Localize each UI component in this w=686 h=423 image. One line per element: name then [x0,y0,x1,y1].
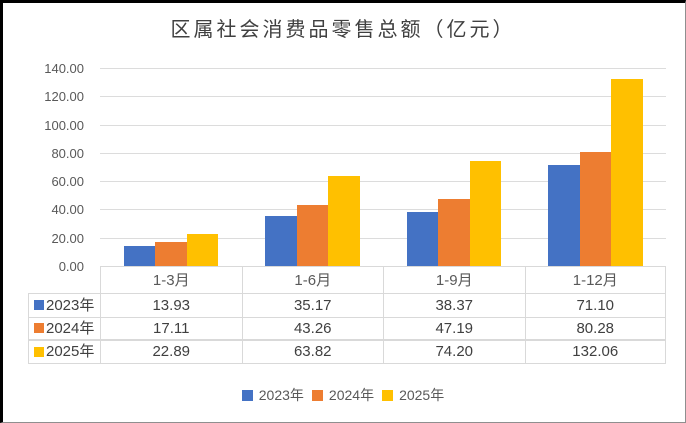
legend-label: 2025年 [399,387,445,403]
table-row-header: 2025年 [28,340,100,364]
legend-item: 2025年 [382,388,444,402]
gridline [100,124,666,126]
table-cell: 17.11 [100,316,242,340]
table-cell: 132.06 [524,340,666,364]
y-axis-tick-label: 120.00 [44,89,84,105]
bar-2023年-1-9月 [406,211,438,266]
legend-label: 2023年 [258,387,304,403]
bar-2024年-1-6月 [296,204,328,266]
table-cell: 74.20 [383,340,525,364]
table-col-header: 1-9月 [383,266,525,293]
table-cell: 47.19 [383,316,525,340]
series-color-swatch [34,346,44,357]
y-axis-tick-label: 40.00 [51,202,84,218]
legend: 2023年 2024年 2025年 [0,387,686,403]
gridline [100,237,666,239]
table-cell: 35.17 [241,293,383,317]
series-color-swatch [34,300,44,311]
table-cell: 38.37 [383,293,525,317]
bar-2025年-1-3月 [186,233,218,266]
legend-swatch [382,389,394,401]
gridline [100,181,666,183]
table-col-header: 1-6月 [241,266,383,293]
table-row-header: 2024年 [28,316,100,340]
plot-area [100,68,666,266]
table-row-header: 2023年 [28,293,100,317]
y-axis-tick-label: 140.00 [44,61,84,76]
gridline [100,68,666,69]
gridline [100,209,666,211]
bar-2025年-1-6月 [328,175,360,266]
bar-2025年-1-9月 [469,161,501,266]
bar-2024年-1-12月 [579,152,611,266]
y-axis-tick-label: 0.00 [58,259,84,274]
table-row-header-label: 2025年 [46,343,95,361]
bar-2024年-1-3月 [155,241,187,266]
chart-title: 区属社会消费品零售总额（亿元） [170,19,516,41]
legend-item: 2023年 [241,387,304,403]
table-cell: 63.82 [241,340,383,364]
table-col-header: 1-12月 [524,266,666,293]
gridline [100,96,666,98]
table-cell: 80.28 [524,316,666,340]
table-cell: 13.93 [100,293,242,317]
table-cell: 71.10 [524,293,666,317]
y-axis-tick-label: 60.00 [51,174,84,190]
y-axis: 140.00 120.00 100.00 80.00 60.00 40.00 20.00 0.… [0,61,84,274]
legend-item: 2024年 [311,387,375,403]
bar-2023年-1-12月 [548,165,580,266]
legend-label: 2024年 [328,387,375,403]
table-row-header-label: 2023年 [46,296,95,314]
data-table: 1-3月 1-6月 1-9月 1-12月 2023年 13.93 35.17 38.37 71.… [28,266,666,364]
table-cell: 22.89 [100,340,242,364]
bar-2025年-1-12月 [611,79,643,266]
bar-2023年-1-3月 [123,246,155,266]
legend-swatch [311,389,323,401]
table-corner-cell [28,266,100,293]
bar-2023年-1-6月 [265,216,297,266]
y-axis-tick-label: 20.00 [51,230,84,246]
table-row-header-label: 2024年 [46,319,95,337]
table-col-header: 1-3月 [100,266,242,293]
gridline [100,152,666,154]
y-axis-tick-label: 100.00 [44,117,84,133]
legend-swatch [241,389,253,401]
bar-2024年-1-9月 [438,199,470,266]
series-color-swatch [34,323,44,334]
table-cell: 43.26 [241,316,383,340]
y-axis-tick-label: 80.00 [51,145,84,161]
